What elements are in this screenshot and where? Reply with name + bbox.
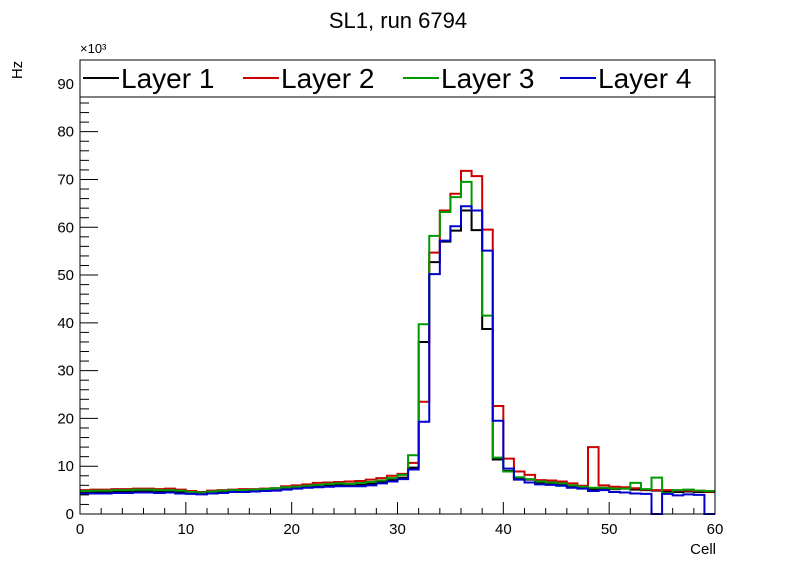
x-tick-label: 20 (283, 521, 300, 538)
y-tick-label: 20 (57, 410, 74, 427)
y-tick-label: 50 (57, 267, 74, 284)
x-tick-label: 40 (495, 521, 512, 538)
legend-label-4: Layer 4 (598, 63, 691, 94)
x-tick-label: 50 (601, 521, 618, 538)
y-tick-label: 30 (57, 363, 74, 380)
x-tick-label: 0 (76, 521, 84, 538)
y-tick-label: 90 (57, 76, 74, 93)
legend: Layer 1 Layer 2 Layer 3 Layer 4 (79, 59, 716, 98)
y-tick-label: 60 (57, 219, 74, 236)
legend-label-3: Layer 3 (441, 63, 534, 94)
x-tick-label: 10 (177, 521, 194, 538)
plot-series (80, 169, 715, 515)
x-tick-label: 60 (707, 521, 724, 538)
chart-title: SL1, run 6794 (329, 8, 467, 33)
y-tick-label: 0 (66, 506, 74, 523)
y-tick-label: 40 (57, 315, 74, 332)
series-line-4 (80, 205, 715, 515)
y-axis-label: Hz (9, 61, 26, 79)
legend-label-1: Layer 1 (121, 63, 214, 94)
y-exponent-label: ×10³ (80, 41, 107, 56)
axes: 0 10 20 30 40 50 60 0 10 20 30 40 50 60 70 80 90 (57, 59, 724, 538)
y-tick-label: 80 (57, 124, 74, 141)
x-axis-label: Cell (690, 541, 716, 558)
x-tick-label: 30 (389, 521, 406, 538)
legend-label-2: Layer 2 (281, 63, 374, 94)
y-tick-label: 70 (57, 171, 74, 188)
y-tick-label: 10 (57, 458, 74, 475)
legend-box (79, 59, 716, 98)
